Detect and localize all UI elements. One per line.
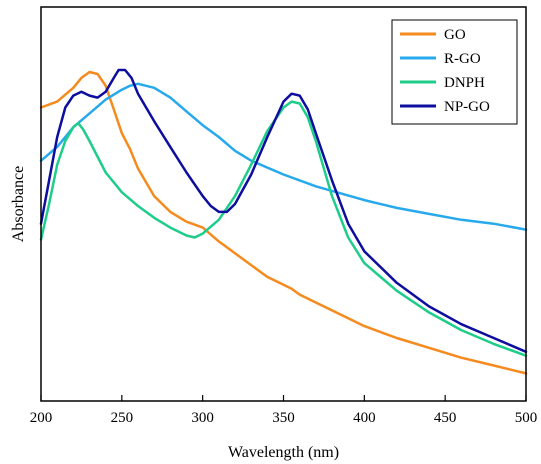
x-tick-label: 450: [434, 410, 457, 426]
legend: GO R-GO DNPH NP-GO: [391, 19, 518, 125]
legend-label: DNPH: [444, 75, 485, 91]
legend-label: NP-GO: [444, 99, 490, 115]
series-line-r-go: [39, 82, 528, 231]
x-tick-label: 300: [191, 410, 214, 426]
legend-label: R-GO: [444, 51, 481, 67]
series-line-dnph: [39, 100, 528, 357]
x-axis-ticks: 200 250 300 350 400 450 500: [30, 395, 538, 426]
x-tick-label: 250: [111, 410, 134, 426]
y-axis-title: Absorbance: [10, 166, 27, 242]
plot-area: [39, 68, 528, 375]
x-tick-label: 500: [515, 410, 538, 426]
x-axis-title: Wavelength (nm): [228, 444, 339, 461]
series-line-go: [39, 70, 528, 375]
x-tick-label: 350: [272, 410, 295, 426]
x-tick-label: 400: [353, 410, 376, 426]
x-tick-label: 200: [30, 410, 53, 426]
legend-label: GO: [444, 27, 466, 43]
series-line-np-go: [39, 68, 528, 354]
